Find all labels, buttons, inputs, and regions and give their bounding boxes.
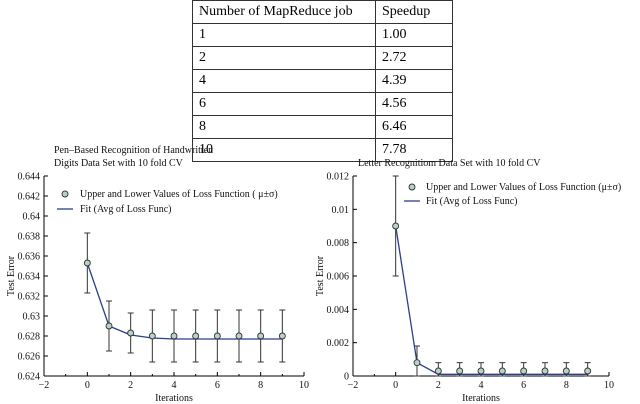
y-tick-label: 0.638 xyxy=(18,232,41,243)
data-point xyxy=(278,332,286,340)
chart-1: Pen–Based Recognition of Handwritten Digi… xyxy=(6,145,309,404)
legend-label: Upper and Lower Values of Loss Function … xyxy=(426,182,621,193)
y-tick-label: 0.624 xyxy=(18,372,41,383)
y-tick-label: 0 xyxy=(344,372,349,383)
data-point xyxy=(456,367,464,375)
y-tick-label: 0.632 xyxy=(18,292,41,303)
data-point xyxy=(477,367,485,375)
data-point xyxy=(413,359,421,367)
x-tick-label: 10 xyxy=(299,380,309,391)
data-point xyxy=(213,332,221,340)
x-tick-label: −2 xyxy=(348,380,359,391)
data-point xyxy=(562,367,570,375)
data-point xyxy=(541,367,549,375)
data-point xyxy=(434,367,442,375)
legend-label: Fit (Avg of Loss Func) xyxy=(80,204,171,215)
data-point xyxy=(520,367,528,375)
table-row: 2 2.72 xyxy=(192,46,453,70)
x-tick-label: 2 xyxy=(436,380,441,391)
table-header-cell: Number of MapReduce job xyxy=(192,0,376,24)
table-cell: 2 xyxy=(192,46,376,70)
y-tick-label: 0.626 xyxy=(18,352,41,363)
x-tick-label: 8 xyxy=(564,380,569,391)
data-point xyxy=(235,332,243,340)
y-tick-label: 0.002 xyxy=(327,338,350,349)
y-tick-label: 0.006 xyxy=(327,272,350,283)
y-tick-label: 0.636 xyxy=(18,252,41,263)
y-tick-label: 0.004 xyxy=(327,305,350,316)
legend-label: Fit (Avg of Loss Func) xyxy=(426,196,517,207)
data-point xyxy=(83,259,91,267)
x-tick-label: 0 xyxy=(85,380,90,391)
legend-label: Upper and Lower Values of Loss Function … xyxy=(80,189,278,200)
x-tick-label: 6 xyxy=(215,380,220,391)
table-header-row: Number of MapReduce job Speedup xyxy=(192,0,453,24)
fit-line xyxy=(86,262,283,340)
x-tick-label: 10 xyxy=(604,380,614,391)
x-tick-label: 6 xyxy=(521,380,526,391)
x-axis-label: Iterations xyxy=(462,393,500,404)
table-cell: 2.72 xyxy=(375,46,453,70)
y-tick-label: 0.644 xyxy=(18,172,41,183)
x-tick-label: 0 xyxy=(393,380,398,391)
chart-title: Digits Data Set with 10 fold CV xyxy=(54,158,184,169)
data-point xyxy=(257,332,265,340)
chart-2: Letter Recognitiom Data Set with 10 fold… xyxy=(315,158,621,404)
x-axis-label: Iterations xyxy=(155,393,193,404)
data-point xyxy=(192,332,200,340)
data-point xyxy=(170,332,178,340)
table-row: 10 7.78 xyxy=(192,138,453,162)
x-tick-label: 4 xyxy=(172,380,177,391)
y-tick-label: 0.012 xyxy=(327,172,350,183)
x-tick-label: −2 xyxy=(39,380,50,391)
x-tick-label: 8 xyxy=(258,380,263,391)
y-tick-label: 0.01 xyxy=(332,205,350,216)
y-axis-label: Test Error xyxy=(315,255,326,296)
y-tick-label: 0.64 xyxy=(23,212,41,223)
table-cell: 4 xyxy=(192,69,376,93)
table-header-cell: Speedup xyxy=(375,0,453,24)
data-point xyxy=(392,222,400,230)
x-tick-label: 4 xyxy=(479,380,484,391)
legend-marker-icon xyxy=(61,190,69,198)
chart-title: Letter Recognitiom Data Set with 10 fold… xyxy=(358,158,541,169)
y-tick-label: 0.008 xyxy=(327,238,350,249)
data-point xyxy=(498,367,506,375)
y-axis-label: Test Error xyxy=(6,255,17,296)
data-point xyxy=(105,322,113,330)
data-point xyxy=(584,367,592,375)
x-tick-label: 2 xyxy=(128,380,133,391)
y-tick-label: 0.628 xyxy=(18,332,41,343)
data-point xyxy=(127,329,135,337)
table-cell: 10 xyxy=(192,138,376,162)
y-tick-label: 0.634 xyxy=(18,272,41,283)
fit-line xyxy=(395,225,588,375)
y-tick-label: 0.63 xyxy=(23,312,41,323)
data-point xyxy=(148,332,156,340)
chart-title: Pen–Based Recognition of Handwritten xyxy=(54,145,213,156)
y-tick-label: 0.642 xyxy=(18,192,41,203)
table-cell: 7.78 xyxy=(375,138,453,162)
legend-marker-icon xyxy=(408,183,416,191)
